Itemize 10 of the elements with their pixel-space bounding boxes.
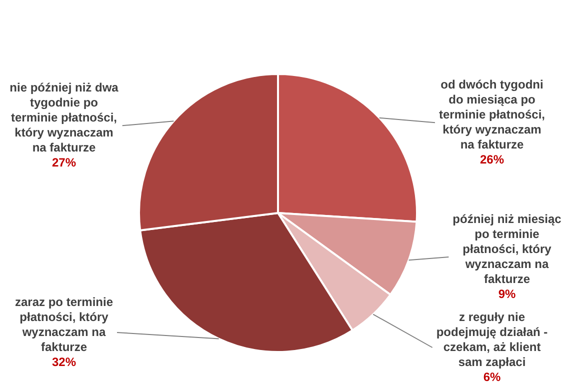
data-label: 27%: [52, 155, 76, 170]
slice-label: z reguły nie podejmuję działań - czekam, aż klient sam zapłaci: [436, 310, 548, 369]
slice-label: nie później niż dwa tygodnie po terminie płatności, który wyznaczam na fakturze: [10, 80, 119, 154]
slice-label: zaraz po terminie płatności, który wyznaczam na fakturze: [14, 294, 114, 354]
data-label: 6%: [483, 370, 501, 384]
slice-label: od dwóch tygodni do miesiąca po terminie płatności, który wyznaczam na fakturze: [438, 77, 546, 152]
slice-label: później niż miesiąc po terminie płatności, który wyznaczam na fakturze: [452, 212, 562, 286]
data-label: 26%: [480, 152, 504, 166]
data-label: 9%: [498, 286, 516, 301]
data-label: 32%: [52, 354, 76, 369]
